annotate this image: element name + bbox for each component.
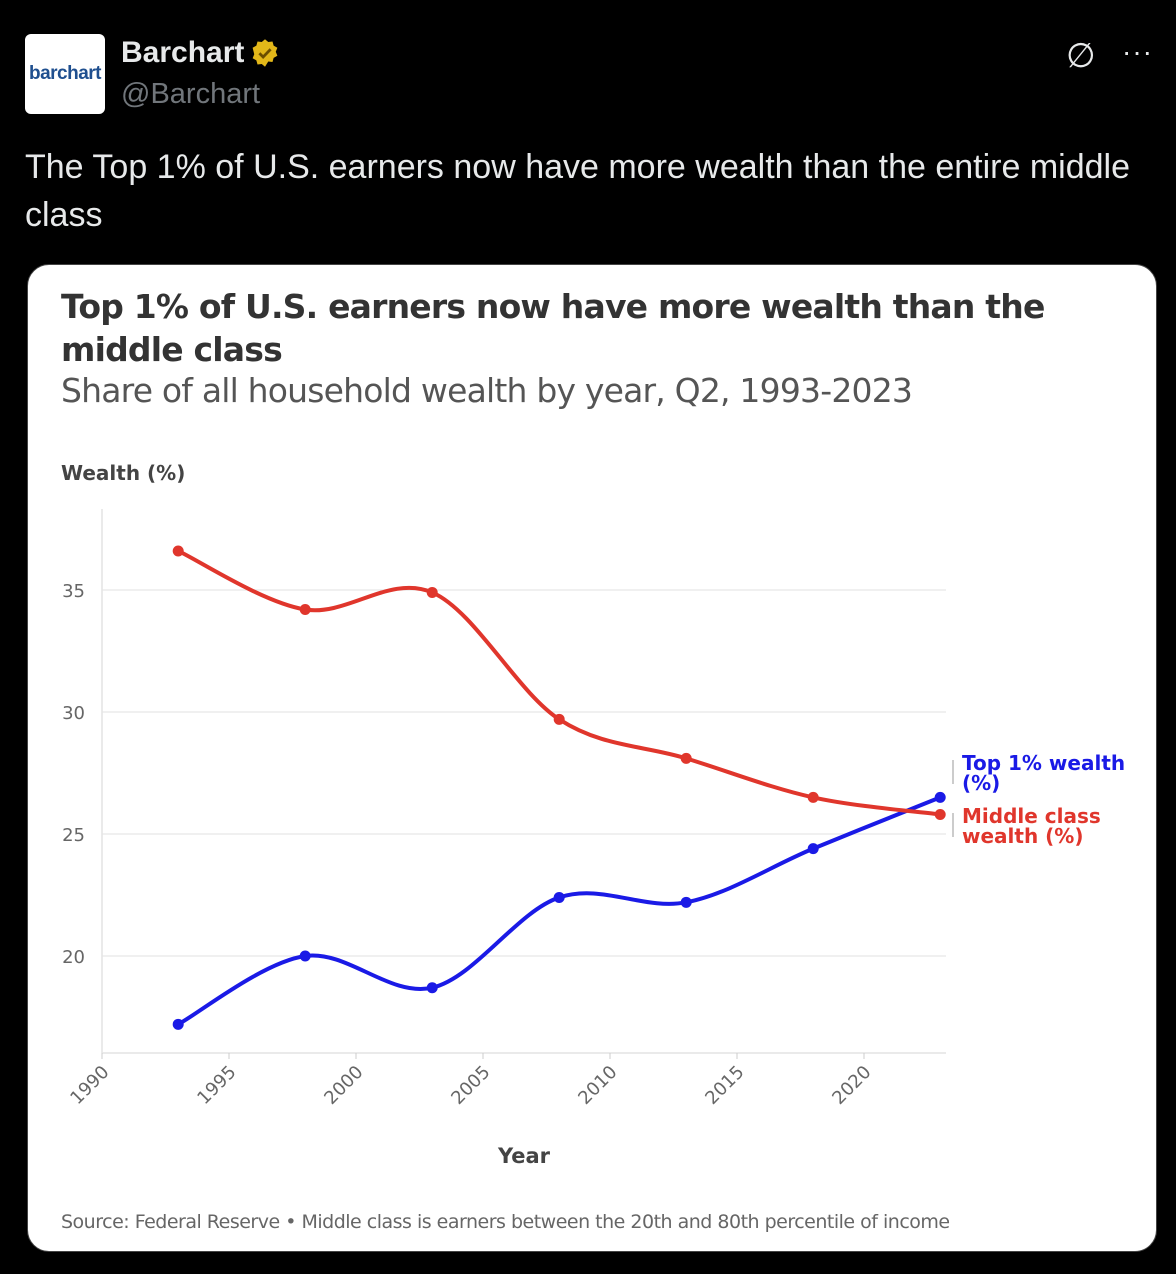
data-point [426,586,438,598]
data-point [680,752,692,764]
grok-icon[interactable]: ∅ [1066,37,1096,75]
data-point [172,1018,184,1030]
y-tick-label: 20 [62,947,85,968]
data-point [934,808,946,820]
tweet-text: The Top 1% of U.S. earners now have more… [25,148,1130,234]
line-chart: 20 25 30 35 1990 1995 2000 2005 2010 2015 2020 Year… [62,509,1125,1168]
data-point [807,843,819,855]
data-point [299,950,311,962]
y-axis-label: Wealth (%) [61,461,186,485]
data-point [299,604,311,616]
x-tick-label: 2020 [828,1062,875,1109]
data-point [553,891,565,903]
y-tick-label: 25 [62,825,85,846]
x-tick-label: 2015 [701,1062,748,1109]
chart-source: Source: Federal Reserve • Middle class i… [61,1211,950,1233]
handle[interactable]: @Barchart [121,78,261,110]
chart-title: Top 1% of U.S. earners now have more wea… [61,287,1045,369]
series-line-top-1-percent [177,795,941,1027]
data-point [807,791,819,803]
chart-subtitle: Share of all household wealth by year, Q… [61,371,913,410]
data-point [934,791,946,803]
legend-label: Top 1% wealth (%) [962,751,1125,795]
verified-badge-icon [253,39,278,67]
avatar-logo-text: barchart [28,63,102,84]
more-icon[interactable]: ··· [1122,36,1153,67]
x-tick-label: 1990 [66,1062,113,1109]
x-tick-label: 1995 [193,1062,240,1109]
display-name-text: Barchart [121,36,245,69]
x-tick-label: 2000 [320,1062,367,1109]
x-tick-label: 2010 [574,1062,621,1109]
avatar[interactable]: barchart [25,34,105,114]
x-axis-label: Year [497,1144,551,1168]
chart-image-card[interactable]: Top 1% of U.S. earners now have more wea… [27,264,1157,1252]
y-tick-label: 35 [62,581,85,602]
y-tick-label: 30 [62,703,85,724]
x-tick-label: 2005 [447,1062,494,1109]
data-point [426,982,438,994]
display-name[interactable]: Barchart [121,36,280,70]
data-point [172,545,184,557]
legend-label: Middle class wealth (%) [962,804,1101,848]
data-point [553,713,565,725]
data-point [680,896,692,908]
